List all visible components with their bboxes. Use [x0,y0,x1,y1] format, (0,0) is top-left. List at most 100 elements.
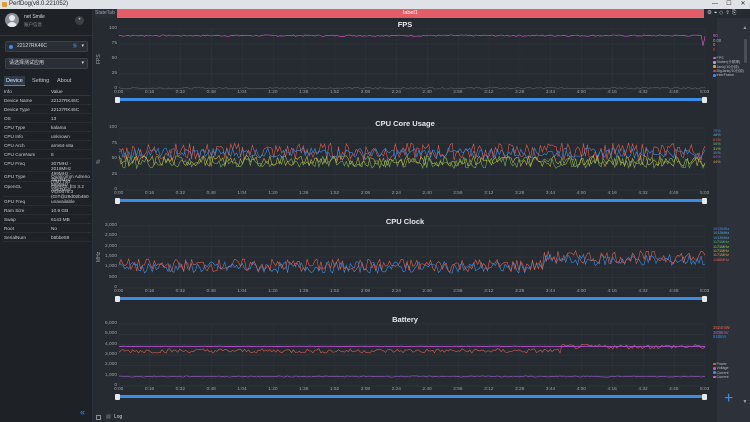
upload-icon[interactable]: ⇪ [725,10,730,16]
legend-item[interactable]: Current [713,375,729,379]
series-line-cpu3 [118,154,706,168]
current-value: 0.00 [713,37,722,43]
y-tick-label: 3,000 [104,223,117,228]
y-tick-label: 1,000 [104,264,117,270]
add-chart-button[interactable]: + [724,390,734,407]
info-key: CPU Info [4,134,24,139]
marker-icon[interactable]: ◇ [719,10,724,16]
wifi-icon: ᯾ [72,43,77,49]
collapse-sidebar-icon[interactable]: « [80,407,86,417]
info-value: OpenGL ES 3.2 V@0676.3 (GIT@29d02b450 [51,184,89,200]
state-tab[interactable]: StateTab [95,9,115,18]
log-checkbox[interactable] [96,415,101,420]
range-start-handle[interactable] [115,295,120,302]
legend-label: Voltage [716,366,729,371]
range-start-handle[interactable] [115,197,120,204]
current-values: 70% 48% 61% 56% 31% 30% 60% 44% [713,129,721,164]
x-tick-label: 1:20 [268,289,278,294]
range-end-handle[interactable] [702,295,707,302]
vertical-scrollbar[interactable]: ▲ ▼ [742,25,748,405]
x-tick-label: 2:24 [391,90,401,95]
share-icon[interactable]: ⎘ [731,10,737,16]
tab-device[interactable]: Device [4,76,25,86]
legend-swatch [713,74,716,77]
close-button[interactable]: ✕ [740,1,746,7]
series-line-cpu1 [118,147,706,159]
time-range-slider[interactable] [115,96,707,103]
device-status-icon [9,45,13,49]
x-tick-label: 2:24 [391,387,401,392]
profile-menu-icon[interactable]: • [75,16,84,25]
range-start-handle[interactable] [115,96,120,103]
x-tick-label: 4:32 [638,387,648,392]
info-value: 22127RK46C [51,107,80,112]
info-value: unavailable [51,199,75,204]
label-bar[interactable]: label1 [117,9,704,18]
scroll-thumb[interactable] [743,39,747,63]
log-label[interactable]: Log [114,414,123,420]
x-tick-label: 2:56 [453,191,463,196]
x-tick-label: 0:00 [114,90,124,95]
table-header: Info Value [3,87,91,96]
location-icon[interactable]: ⌖ [713,10,718,16]
current-value: 30% [713,151,721,156]
range-end-handle[interactable] [702,197,707,204]
divider [0,35,93,36]
range-end-handle[interactable] [702,393,707,400]
x-tick-label: 0:32 [175,191,186,196]
main-panel: StateTab label1 ⚙ ⌖ ◇ ⇪ ⎘ FPS 100 75 50 25 0 FPS 0:… [93,9,750,422]
app-select[interactable]: 请选择测试应用 ▾ [5,58,88,69]
plot-area [118,323,706,387]
x-tick-label: 4:48 [669,191,679,196]
y-tick-label: 50 [111,156,117,161]
time-range-slider[interactable] [115,393,707,400]
info-key: Root [4,226,14,231]
avatar[interactable] [5,13,19,27]
x-tick-label: 5:03 [700,289,710,294]
table-row: CPU Type kalama [3,123,91,132]
tab-about[interactable]: About [57,78,72,84]
minimize-button[interactable]: — [712,1,718,7]
x-tick-label: 3:12 [484,387,494,392]
scroll-down-icon[interactable]: ▼ [742,399,748,405]
maximize-button[interactable]: ☐ [726,1,732,7]
time-range-slider[interactable] [115,197,707,204]
x-tick-label: 4:00 [576,387,586,392]
device-select[interactable]: 22127RK46C ᯾ ▾ [5,41,88,52]
series-line-cpu0 [118,142,706,162]
info-key: Device Type [4,107,30,112]
top-bar: StateTab label1 ⚙ ⌖ ◇ ⇪ ⎘ [93,9,750,18]
legend-item[interactable]: BigJank(/10分钟) [713,69,744,73]
time-range-slider[interactable] [115,295,707,302]
legend-item[interactable]: InterFrame [713,73,744,77]
x-tick-label: 4:48 [669,387,679,392]
legend-item[interactable]: Jank(/10分钟) [713,65,744,69]
account-info-link[interactable]: 账户信息 [24,22,42,27]
tab-setting[interactable]: Setting [32,78,50,84]
x-tick-label: 3:44 [545,387,556,392]
legend-item[interactable]: Stutter(卡顿率) [713,60,744,64]
legend-item[interactable]: Power [713,362,729,366]
legend-swatch [713,61,716,64]
x-tick-label: 2:24 [391,191,401,196]
chart-title: CPU Clock [385,217,425,226]
range-end-handle[interactable] [702,96,707,103]
x-tick-label: 1:52 [329,387,340,392]
range-start-handle[interactable] [115,393,120,400]
legend-item[interactable]: Current [713,371,729,375]
current-value: 48% [713,133,721,138]
settings-icon[interactable]: ⚙ [707,10,712,16]
chevron-down-icon: ▾ [81,43,84,49]
chart-legend: FPS Stutter(卡顿率) Jank(/10分钟) BigJank(/10分钟)… [713,56,744,77]
table-row: Swap 6143 MB [3,215,91,224]
x-tick-label: 2:08 [360,90,371,95]
legend-item[interactable]: Voltage [713,366,729,370]
info-value: 22127RK46C [51,98,80,103]
legend-swatch [713,69,716,73]
app-select-value: 请选择测试应用 [9,60,45,66]
scroll-up-icon[interactable]: ▲ [742,25,748,31]
legend-item[interactable]: FPS [713,56,744,60]
bottom-bar: ▤ Log [93,413,750,422]
x-tick-label: 5:03 [700,387,710,392]
x-tick-label: 0:48 [206,387,216,392]
